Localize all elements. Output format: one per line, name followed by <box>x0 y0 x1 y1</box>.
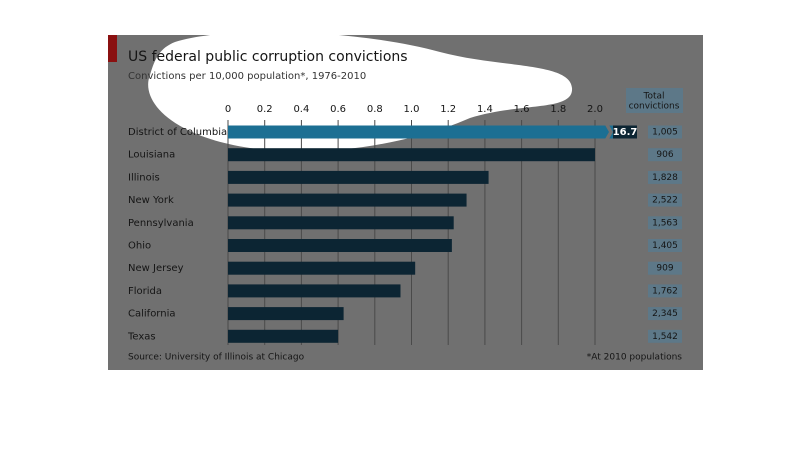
total-box <box>648 284 682 298</box>
total-label: 2,522 <box>652 196 678 206</box>
bar <box>228 193 467 207</box>
bar <box>228 329 339 343</box>
total-label: 1,542 <box>652 332 678 342</box>
bar <box>228 170 489 184</box>
chart-title: US federal public corruption convictions <box>128 49 408 65</box>
bar <box>228 284 401 298</box>
total-label: 1,828 <box>652 173 678 183</box>
total-label: 1,762 <box>652 286 678 296</box>
y-tick-label: Pennsylvania <box>128 218 194 229</box>
x-tick-label: 1.4 <box>477 104 493 115</box>
total-box <box>648 216 682 230</box>
axis-break <box>605 125 613 139</box>
bar <box>228 261 416 275</box>
y-tick-label: Texas <box>127 331 156 342</box>
total-label: 906 <box>656 150 673 160</box>
bar <box>228 148 595 162</box>
x-tick-label: 1.8 <box>550 104 566 115</box>
x-tick-label: 0.4 <box>293 104 309 115</box>
y-tick-label: Florida <box>128 286 162 297</box>
total-label: 909 <box>656 264 673 274</box>
x-tick-label: 0 <box>225 104 231 115</box>
subtitle: Convictions per 10,000 population*, 1976… <box>128 71 366 82</box>
y-tick-label: New York <box>128 195 174 206</box>
bar <box>228 216 454 230</box>
source: Source: University of Illinois at Chicag… <box>128 353 305 363</box>
total-box <box>648 170 682 184</box>
accent <box>108 35 117 62</box>
total-label: 2,345 <box>652 309 678 319</box>
total-box <box>648 261 682 275</box>
bar <box>228 307 344 321</box>
total-box <box>648 239 682 252</box>
total-box <box>648 193 682 207</box>
total-box <box>648 329 682 343</box>
total-header: Total <box>642 92 664 102</box>
total-header-box <box>626 88 683 113</box>
value-label-box <box>613 125 637 139</box>
x-tick-label: 1.2 <box>440 104 456 115</box>
y-tick-label: Illinois <box>128 172 160 183</box>
x-tick-label: 0.8 <box>367 104 383 115</box>
total-header: convictions <box>629 102 680 112</box>
y-tick-label: California <box>128 309 176 320</box>
value-label: 16.7 <box>613 127 638 138</box>
y-tick-label: Ohio <box>128 241 151 252</box>
x-tick-label: 1.0 <box>404 104 420 115</box>
spotlight <box>148 31 573 152</box>
y-tick-label: District of Columbia <box>128 127 227 138</box>
total-box <box>648 125 682 139</box>
x-tick-label: 0.2 <box>257 104 273 115</box>
footnote: *At 2010 populations <box>587 353 683 363</box>
x-tick-label: 2.0 <box>587 104 603 115</box>
bar <box>228 239 452 252</box>
total-box <box>648 307 682 321</box>
total-label: 1,005 <box>652 128 678 138</box>
total-label: 1,563 <box>652 218 678 228</box>
x-tick-label: 1.6 <box>514 104 530 115</box>
x-tick-label: 0.6 <box>330 104 346 115</box>
y-tick-label: Louisiana <box>128 150 175 161</box>
total-label: 1,405 <box>652 241 678 251</box>
y-tick-label: New Jersey <box>128 263 184 274</box>
bar <box>228 125 613 139</box>
total-box <box>648 148 682 162</box>
